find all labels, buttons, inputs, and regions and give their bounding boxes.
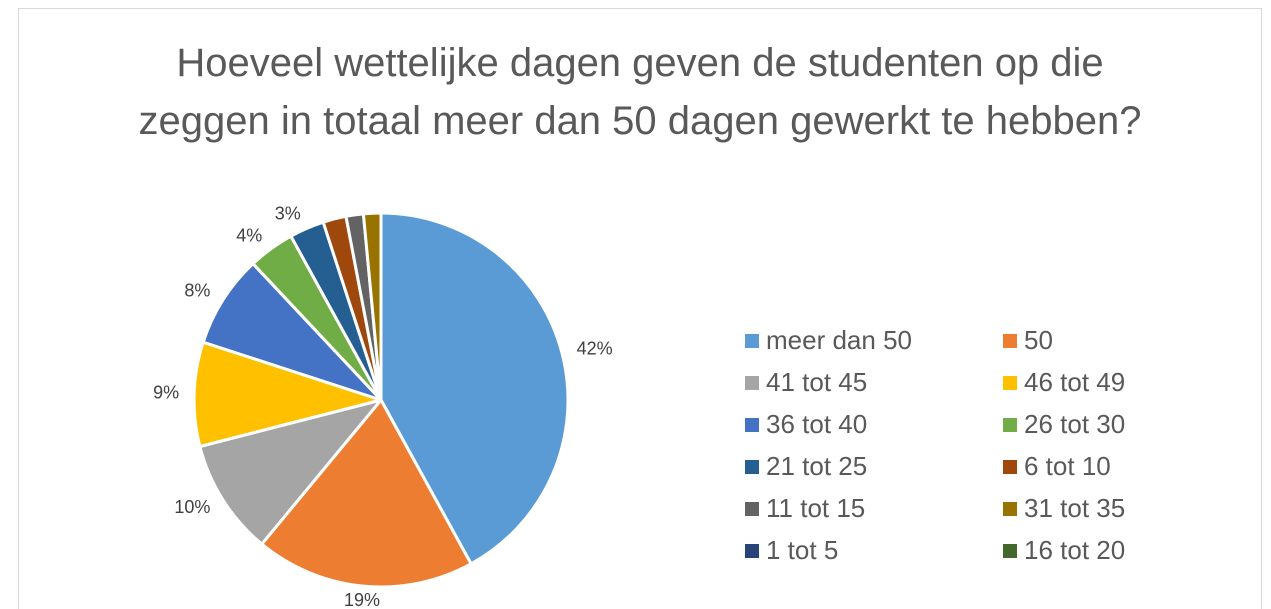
data-label: 42% — [577, 339, 613, 359]
legend-label: meer dan 50 — [766, 325, 912, 355]
legend-label: 50 — [1024, 325, 1053, 355]
legend-marker — [1003, 460, 1017, 474]
legend-label: 46 tot 49 — [1024, 367, 1125, 397]
chart-border — [18, 8, 1262, 609]
legend-marker — [745, 502, 759, 516]
legend-label: 36 tot 40 — [766, 409, 867, 439]
legend-label: 31 tot 35 — [1024, 493, 1125, 523]
legend-label: 1 tot 5 — [766, 535, 838, 565]
legend-marker — [745, 334, 759, 348]
data-label: 4% — [236, 225, 262, 245]
legend-label: 41 tot 45 — [766, 367, 867, 397]
legend-marker — [1003, 544, 1017, 558]
legend-marker — [745, 418, 759, 432]
data-label: 9% — [153, 382, 179, 402]
legend-label: 21 tot 25 — [766, 451, 867, 481]
legend-label: 6 tot 10 — [1024, 451, 1111, 481]
legend-label: 16 tot 20 — [1024, 535, 1125, 565]
chart-title: Hoeveel wettelijke dagen geven de studen… — [138, 41, 1142, 143]
pie-slice — [192, 340, 383, 449]
pie-slice — [260, 398, 473, 589]
pie-slice — [379, 211, 570, 566]
legend-marker — [1003, 334, 1017, 348]
legend-marker — [1003, 502, 1017, 516]
legend-label: 11 tot 15 — [766, 493, 865, 523]
pie-slice — [201, 262, 383, 402]
legend-marker — [745, 376, 759, 390]
legend-label: 26 tot 30 — [1024, 409, 1125, 439]
data-label: 3% — [275, 203, 301, 223]
data-label: 10% — [174, 497, 210, 517]
legend-marker — [1003, 418, 1017, 432]
data-label: 19% — [344, 590, 380, 609]
legend-marker — [745, 460, 759, 474]
legend-marker — [745, 544, 759, 558]
data-label: 8% — [184, 281, 210, 301]
legend-marker — [1003, 376, 1017, 390]
